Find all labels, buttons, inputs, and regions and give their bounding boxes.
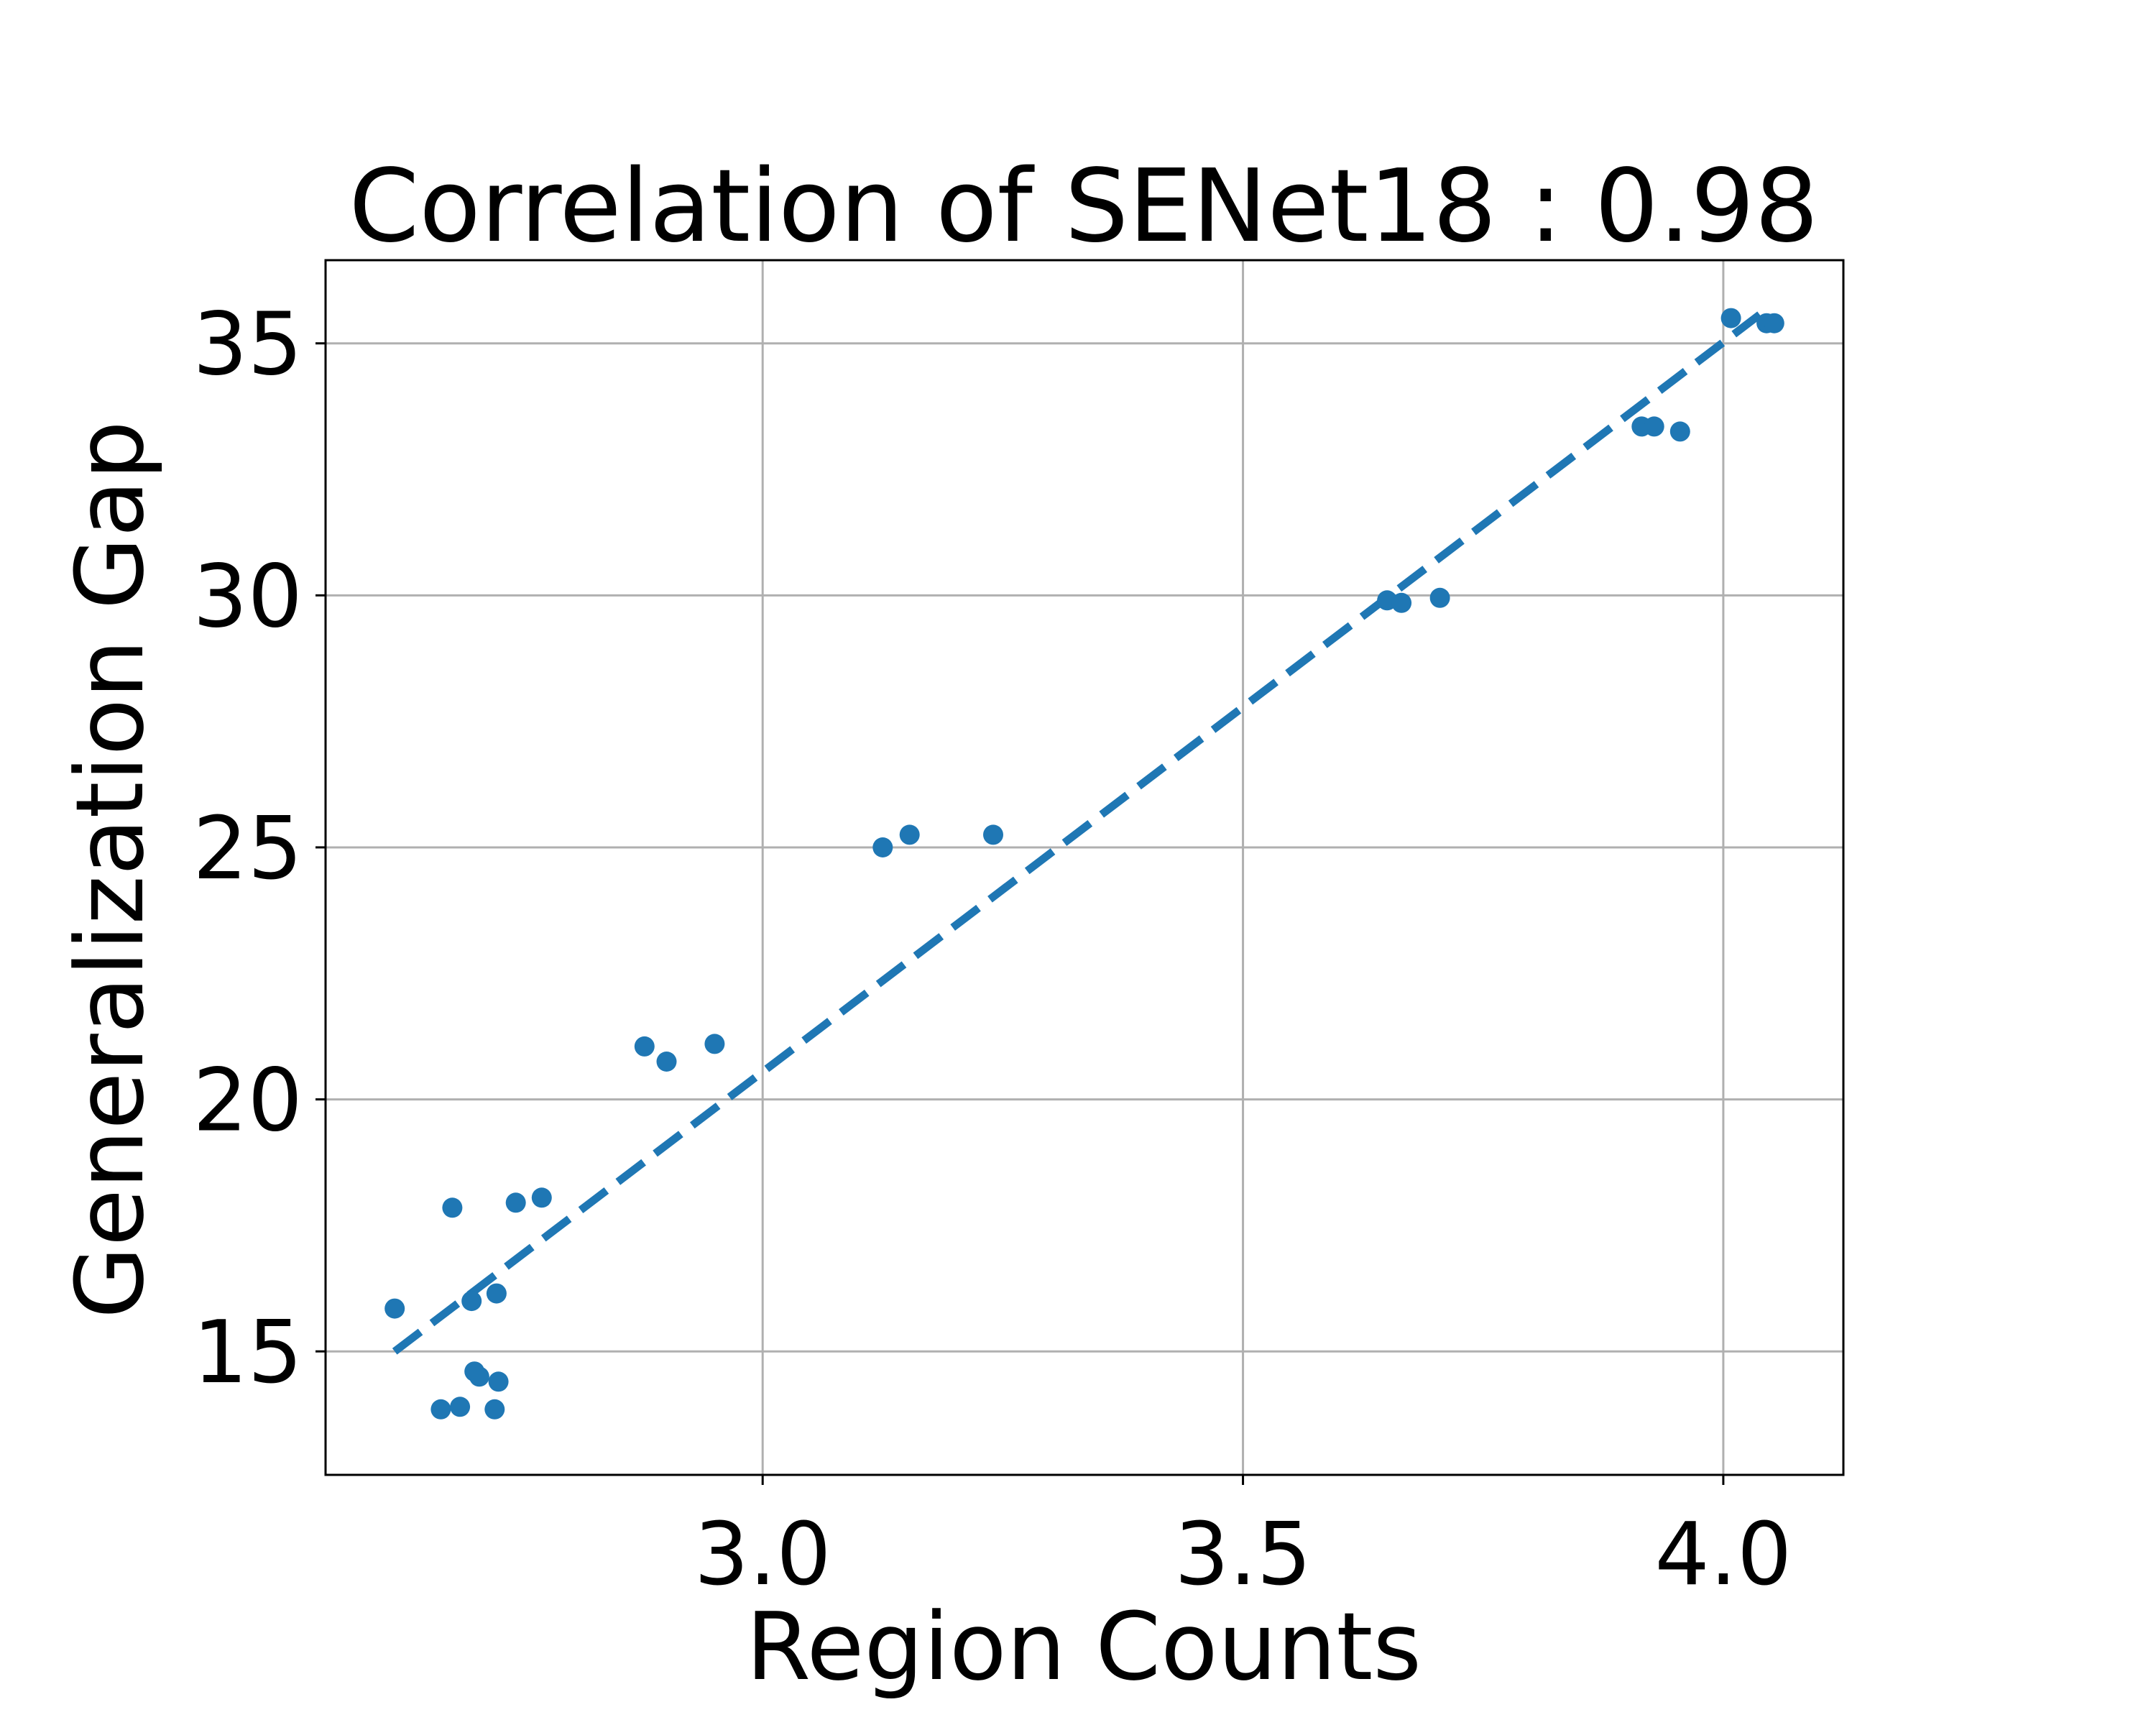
scatter-point	[656, 1052, 677, 1072]
scatter-point	[531, 1187, 552, 1208]
scatter-point	[384, 1298, 405, 1319]
scatter-point	[430, 1399, 451, 1420]
y-tick-label: 30	[193, 547, 303, 647]
y-tick-label: 20	[193, 1052, 303, 1151]
trend-line-layer	[392, 310, 1764, 1355]
scatter-point	[461, 1291, 482, 1312]
y-tick-label: 15	[193, 1303, 303, 1403]
scatter-point	[1720, 308, 1741, 328]
scatter-point	[505, 1192, 526, 1213]
grid-lines	[326, 260, 1843, 1475]
scatter-point	[1764, 313, 1784, 334]
scatter-point	[1644, 416, 1664, 437]
scatter-point	[486, 1283, 507, 1304]
scatter-point	[484, 1399, 505, 1420]
x-tick-label: 4.0	[1654, 1505, 1792, 1605]
scatter-point	[704, 1034, 725, 1054]
chart-title: Correlation of SENet18 : 0.98	[349, 148, 1818, 265]
scatter-point	[872, 837, 893, 857]
scatter-point	[488, 1371, 509, 1392]
trend-line	[392, 310, 1764, 1355]
scatter-point	[442, 1197, 463, 1218]
scatter-point	[1429, 587, 1450, 608]
data-points	[384, 308, 1784, 1420]
axis-ticks: 3.0 3.5 4.0 15 20 25 30 35	[193, 295, 1792, 1605]
scatter-point	[469, 1366, 489, 1387]
y-tick-label: 25	[193, 799, 303, 899]
scatter-point	[983, 824, 1003, 845]
plot-frame	[324, 259, 1845, 1476]
x-axis-label: Region Counts	[746, 1592, 1422, 1701]
scatter-point	[634, 1036, 655, 1057]
y-tick-label: 35	[193, 295, 303, 395]
scatter-point	[899, 824, 920, 845]
x-tick-label: 3.5	[1174, 1505, 1312, 1605]
x-tick-label: 3.0	[694, 1505, 831, 1605]
scatter-point	[450, 1397, 471, 1417]
y-axis-label: Generalization Gap	[55, 420, 165, 1319]
scatter-point	[1669, 421, 1690, 442]
scatter-point	[1391, 592, 1412, 613]
